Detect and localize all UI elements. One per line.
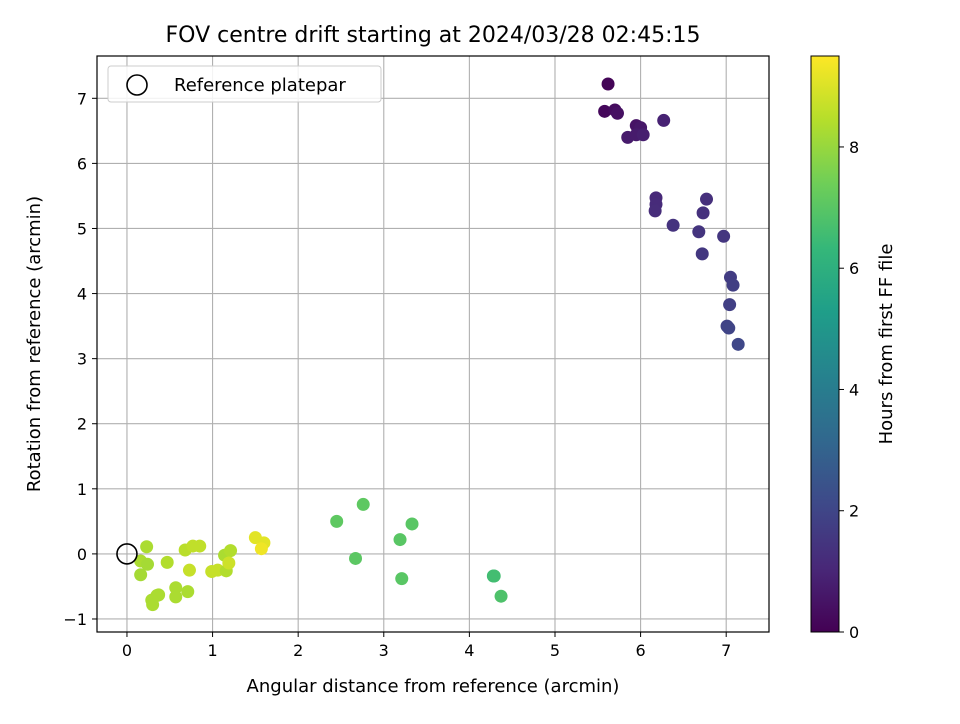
scatter-point	[182, 563, 196, 577]
y-tick-label: 5	[77, 219, 87, 238]
x-tick-label: 5	[550, 641, 560, 660]
x-axis-label: Angular distance from reference (arcmin)	[247, 676, 620, 697]
scatter-point	[254, 542, 268, 556]
scatter-point	[393, 533, 407, 547]
scatter-point	[193, 539, 207, 553]
x-tick-label: 3	[379, 641, 389, 660]
scatter-point	[405, 517, 419, 531]
scatter-point	[160, 555, 174, 569]
scatter-point	[601, 77, 615, 91]
scatter-point	[169, 590, 183, 604]
y-tick-label: −1	[63, 610, 87, 629]
scatter-point	[141, 557, 155, 571]
scatter-point	[181, 585, 195, 599]
y-tick-label: 2	[77, 415, 87, 434]
scatter-point	[134, 568, 148, 582]
x-tick-label: 1	[207, 641, 217, 660]
scatter-point	[692, 225, 706, 239]
scatter-point	[169, 581, 183, 595]
scatter-point	[224, 544, 238, 558]
colorbar-tick-label: 0	[849, 623, 859, 642]
y-tick-label: 6	[77, 154, 87, 173]
scatter-point	[648, 204, 662, 218]
colorbar-gradient	[810, 55, 840, 633]
scatter-point	[349, 551, 363, 565]
scatter-point	[731, 337, 745, 351]
x-tick-label: 2	[293, 641, 303, 660]
legend: Reference platepar	[107, 65, 382, 103]
chart-title: FOV centre drift starting at 2024/03/28 …	[166, 23, 701, 48]
y-axis-ticks: −1 0 1 2 3 4 5 6 7	[63, 89, 97, 629]
x-tick-label: 7	[721, 641, 731, 660]
colorbar-ticks: 0 2 4 6 8	[839, 138, 859, 642]
reference-layer	[116, 543, 138, 565]
scatter-point	[330, 514, 344, 528]
colorbar-label: Hours from first FF file	[876, 244, 897, 445]
scatter-point	[487, 569, 501, 583]
colorbar: 0 2 4 6 8 Hours from first FF file	[810, 55, 897, 642]
colorbar-tick-label: 2	[849, 502, 859, 521]
scatter-point	[695, 247, 709, 261]
x-tick-label: 0	[122, 641, 132, 660]
y-tick-label: 3	[77, 350, 87, 369]
scatter-point	[717, 229, 731, 243]
colorbar-tick-label: 4	[849, 380, 859, 399]
colorbar-tick-label: 8	[849, 138, 859, 157]
scatter-point	[666, 218, 680, 232]
reference-point-marker	[116, 543, 138, 565]
scatter-point	[610, 106, 624, 120]
legend-box	[107, 65, 382, 103]
plot-frame	[96, 55, 770, 633]
y-tick-label: 7	[77, 89, 87, 108]
grid	[97, 56, 769, 632]
scatter-point	[395, 572, 409, 586]
scatter-point	[494, 589, 508, 603]
scatter-point	[146, 598, 160, 612]
scatter-point	[723, 298, 737, 312]
x-tick-label: 4	[464, 641, 474, 660]
scatter-points	[134, 77, 745, 612]
scatter-point	[636, 128, 650, 142]
x-tick-label: 6	[635, 641, 645, 660]
legend-label-reference: Reference platepar	[174, 75, 346, 96]
scatter-point	[356, 497, 370, 511]
x-axis-ticks: 0 1 2 3 4 5 6 7	[122, 632, 731, 660]
scatter-point	[722, 321, 736, 335]
legend-marker-reference	[126, 74, 148, 96]
scatter-point	[222, 556, 236, 570]
y-axis-label: Rotation from reference (arcmin)	[24, 196, 45, 492]
colorbar-tick-label: 6	[849, 259, 859, 278]
scatter-point	[726, 278, 740, 292]
y-tick-label: 4	[77, 285, 87, 304]
scatter-point	[140, 540, 154, 554]
scatter-point	[700, 192, 714, 206]
scatter-point	[598, 104, 612, 118]
scatter-point	[657, 113, 671, 127]
scatter-point	[696, 206, 710, 220]
y-tick-label: 1	[77, 480, 87, 499]
y-tick-label: 0	[77, 545, 87, 564]
